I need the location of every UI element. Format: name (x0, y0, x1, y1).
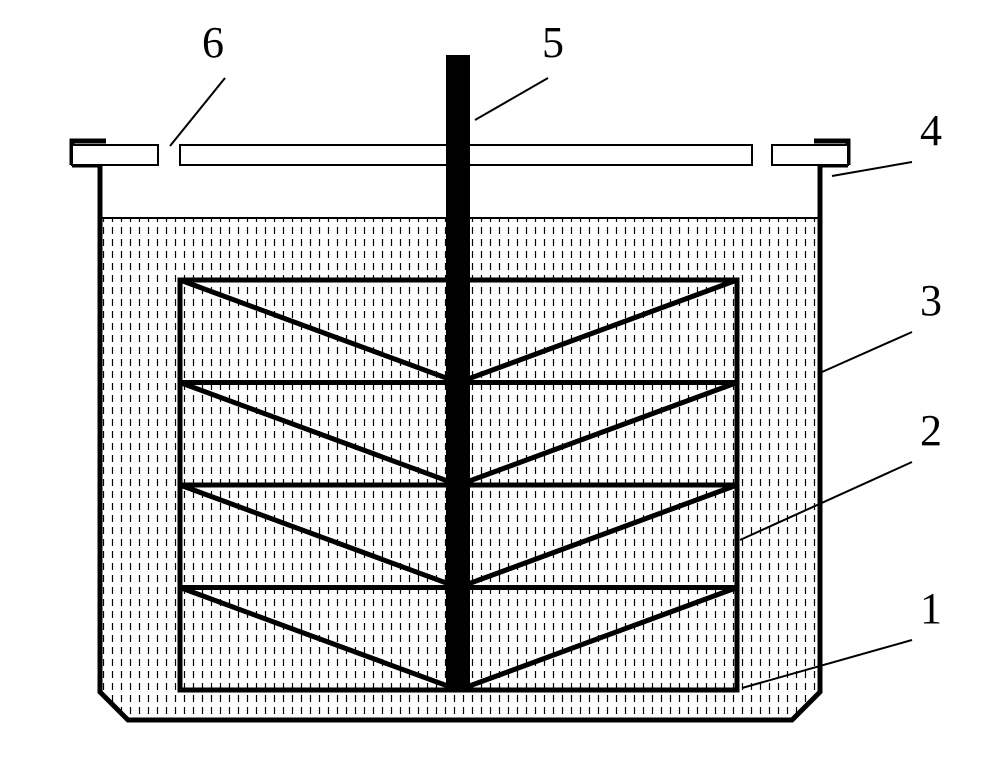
callout-label-2: 2 (920, 405, 942, 456)
callout-label-4: 4 (920, 105, 942, 156)
callout-label-1: 1 (920, 583, 942, 634)
callout-label-6: 6 (202, 17, 224, 68)
diagram-stage: 6 5 4 3 2 1 (0, 0, 1000, 774)
callout-label-5: 5 (542, 17, 564, 68)
callout-label-3: 3 (920, 275, 942, 326)
diagram-svg (0, 0, 1000, 774)
